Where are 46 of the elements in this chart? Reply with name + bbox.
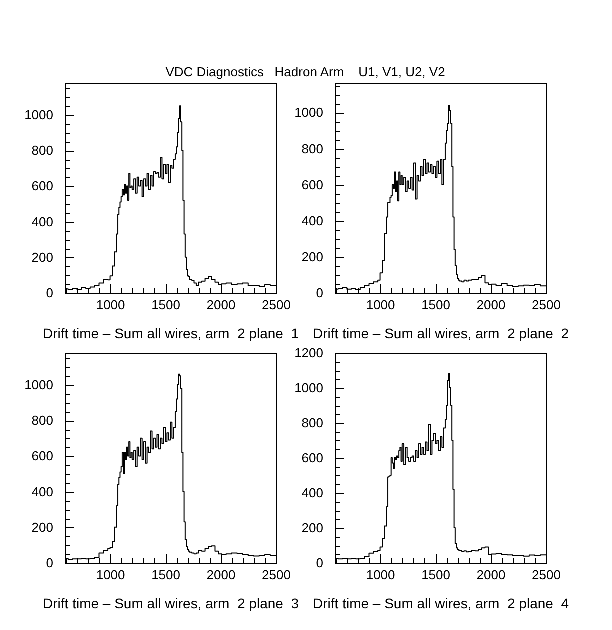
y-tick-label: 400 xyxy=(302,486,324,500)
x-tick-label: 1500 xyxy=(422,568,450,582)
y-tick-label: 400 xyxy=(32,214,54,230)
y-tick-label: 1000 xyxy=(294,380,324,396)
y-tick-label: 600 xyxy=(302,450,324,466)
y-tick-label: 0 xyxy=(46,556,54,570)
y-tick-label: 800 xyxy=(302,416,324,430)
x-tick-label: 1500 xyxy=(422,298,450,312)
y-tick-label: 800 xyxy=(32,143,54,158)
y-tick-label: 200 xyxy=(32,520,54,535)
y-tick-label: 800 xyxy=(32,413,54,428)
y-tick-label: 0 xyxy=(46,286,54,300)
y-tick-label: 800 xyxy=(302,141,324,156)
y-tick-label: 0 xyxy=(316,556,324,570)
x-tick-label: 2000 xyxy=(476,298,506,312)
x-tick-label: 2500 xyxy=(262,568,291,582)
y-tick-label: 1000 xyxy=(24,108,54,123)
x-tick-label: 1000 xyxy=(96,298,126,312)
y-tick-label: 400 xyxy=(302,213,324,228)
x-tick-label: 2000 xyxy=(206,298,236,312)
x-tick-label: 1500 xyxy=(152,568,180,582)
x-tick-label: 2500 xyxy=(262,298,291,312)
y-tick-label: 600 xyxy=(32,178,54,194)
y-tick-label: 1000 xyxy=(294,105,324,120)
x-axis-title: Drift time – Sum all wires, arm 2 plane 1 xyxy=(43,326,300,342)
y-tick-label: 600 xyxy=(32,448,54,464)
x-tick-label: 1000 xyxy=(366,568,396,582)
x-tick-label: 2500 xyxy=(532,298,561,312)
y-tick-label: 1000 xyxy=(24,378,54,393)
x-axis-title: Drift time – Sum all wires, arm 2 plane 3 xyxy=(43,596,300,612)
y-tick-label: 200 xyxy=(302,249,324,264)
y-tick-label: 400 xyxy=(32,484,54,500)
x-tick-label: 1000 xyxy=(366,298,396,312)
y-tick-label: 1200 xyxy=(294,346,324,360)
x-tick-label: 2500 xyxy=(532,568,561,582)
x-tick-label: 1500 xyxy=(152,298,180,312)
x-axis-title: Drift time – Sum all wires, arm 2 plane 2 xyxy=(313,326,570,342)
y-tick-label: 200 xyxy=(302,520,324,536)
y-tick-label: 600 xyxy=(302,177,324,192)
y-tick-label: 0 xyxy=(316,286,324,300)
text: VDC Diagnostics Hadron Arm U1, V1, U2, V2 xyxy=(166,64,446,80)
x-tick-label: 2000 xyxy=(476,568,506,582)
y-tick-label: 200 xyxy=(32,250,54,265)
x-tick-label: 2000 xyxy=(206,568,236,582)
x-axis-title: Drift time – Sum all wires, arm 2 plane 4 xyxy=(313,596,570,612)
x-tick-label: 1000 xyxy=(96,568,126,582)
